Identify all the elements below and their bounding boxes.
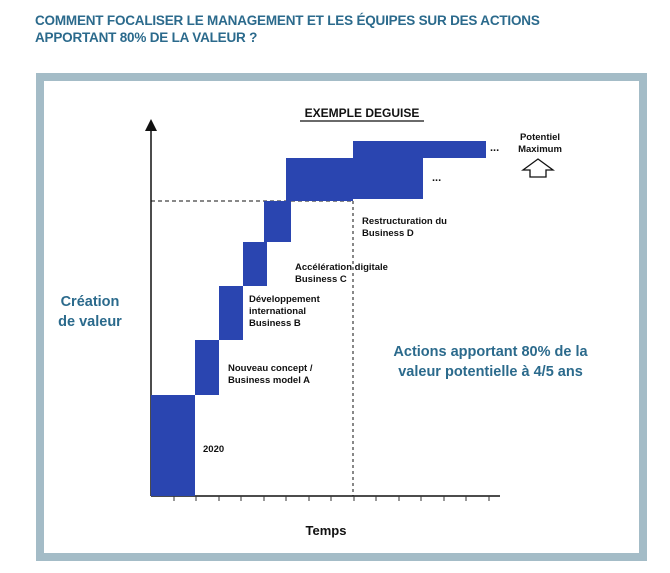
step-label-2020: 2020 [203, 444, 224, 455]
step-bar-business-d [286, 158, 353, 201]
ellipsis-top: ... [490, 142, 499, 154]
annotation-text: Actions apportant 80% de la valeur poten… [378, 342, 603, 382]
up-arrow-icon [521, 158, 555, 178]
step-bar-business-c-lower [243, 242, 267, 286]
step-label-b-line-1: Développement [249, 294, 321, 305]
step-bars [151, 141, 486, 496]
ellipsis-mid: ... [432, 172, 441, 184]
potential-label-line-1: Potentiel [520, 132, 560, 143]
potential-label-line-2: Maximum [518, 144, 562, 155]
step-bar-business-c [264, 201, 291, 242]
step-label-b-line-3: Business B [249, 318, 301, 329]
step-bar-business-a [195, 340, 219, 395]
annotation-line-1: Actions apportant 80% de la [393, 344, 588, 360]
y-axis-label: Création de valeur [40, 292, 140, 332]
step-bar-business-b [219, 286, 243, 340]
y-axis-label-line-2: de valeur [58, 314, 122, 330]
step-label-c-line-1: Accélération digitale [295, 262, 388, 273]
diagram-title: EXEMPLE DEGUISE [305, 106, 420, 120]
step-label-d-line-2: Business D [362, 228, 414, 239]
step-label-c-line-2: Business C [295, 274, 347, 285]
x-axis-ticks [173, 496, 490, 501]
diagram-frame [36, 73, 647, 561]
step-bar-2020 [151, 395, 195, 496]
step-label-a-line-2: Business model A [228, 375, 310, 386]
step-bar-maximum [353, 141, 486, 158]
step-label-a-line-1: Nouveau concept / [228, 363, 313, 374]
headline-line-1: COMMENT FOCALISER LE MANAGEMENT ET LES É… [35, 13, 540, 28]
y-axis-label-line-1: Création [60, 294, 120, 310]
step-label-d-line-1: Restructuration du [362, 216, 447, 227]
step-label-b-line-2: international [249, 306, 306, 317]
step-bar-business-d-right [353, 158, 423, 199]
headline: COMMENT FOCALISER LE MANAGEMENT ET LES É… [35, 12, 655, 46]
annotation-line-2: valeur potentielle à 4/5 ans [398, 364, 583, 380]
x-axis-label: Temps [306, 523, 347, 538]
headline-line-2: APPORTANT 80% DE LA VALEUR ? [35, 30, 258, 45]
